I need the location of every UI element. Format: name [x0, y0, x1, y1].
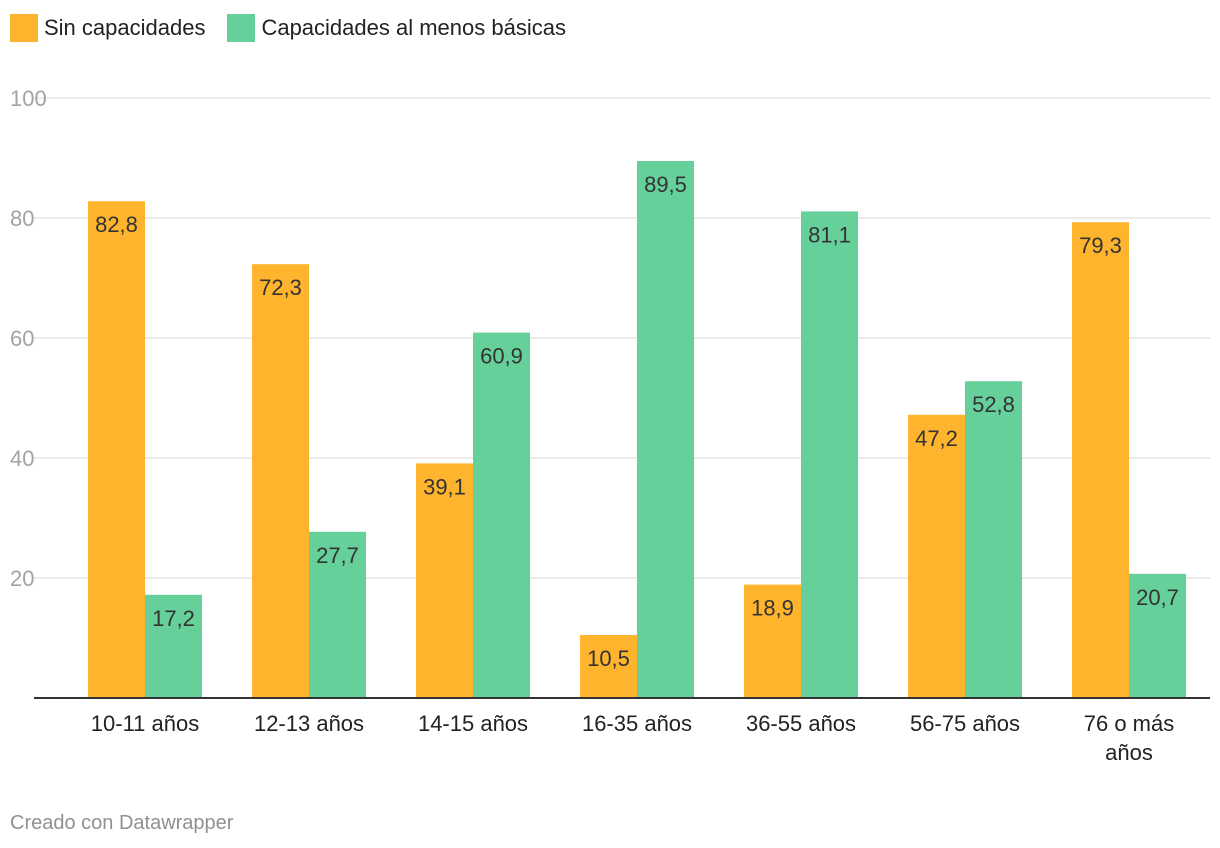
data-label-sin-capacidades-2: 72,3 [259, 275, 302, 300]
y-tick-label-20: 20 [10, 566, 34, 591]
legend-item-capacidades-basicas: Capacidades al menos básicas [227, 14, 566, 42]
bar-capacidades-basicas-4 [637, 161, 694, 698]
data-label-capacidades-basicas-2: 27,7 [316, 543, 359, 568]
data-label-capacidades-basicas-7: 20,7 [1136, 585, 1179, 610]
x-tick-label-1: 10-11 años [91, 711, 199, 736]
bar-sin-capacidades-3 [416, 463, 473, 698]
bar-sin-capacidades-2 [252, 264, 309, 698]
bar-sin-capacidades-1 [88, 201, 145, 698]
bar-capacidades-basicas-2 [309, 531, 366, 698]
bar-sin-capacidades-6 [908, 414, 965, 698]
legend-swatch-sin-capacidades [10, 14, 38, 42]
legend-label-sin-capacidades: Sin capacidades [44, 15, 206, 40]
data-label-sin-capacidades-7: 79,3 [1079, 233, 1122, 258]
bar-capacidades-basicas-5 [801, 211, 858, 698]
x-tick-label-3: 14-15 años [418, 711, 528, 736]
data-label-capacidades-basicas-5: 81,1 [808, 222, 851, 247]
bar-sin-capacidades-4 [580, 635, 637, 698]
data-label-capacidades-basicas-3: 60,9 [480, 344, 523, 369]
data-label-capacidades-basicas-6: 52,8 [972, 392, 1015, 417]
x-tick-label-5: 36-55 años [746, 711, 856, 736]
legend-label-capacidades-basicas: Capacidades al menos básicas [261, 15, 566, 40]
x-tick-label-7-line-1: 76 o más [1084, 711, 1175, 736]
data-label-capacidades-basicas-1: 17,2 [152, 606, 195, 631]
legend-item-sin-capacidades: Sin capacidades [10, 14, 205, 42]
footer-credit: Creado con Datawrapper [10, 812, 234, 834]
legend-swatch-capacidades-basicas [227, 14, 256, 42]
data-label-sin-capacidades-6: 47,2 [915, 426, 958, 451]
data-label-capacidades-basicas-4: 89,5 [644, 172, 687, 197]
x-tick-label-7-line-2: años [1105, 740, 1153, 765]
bar-capacidades-basicas-6 [965, 381, 1022, 698]
x-tick-label-6: 56-75 años [910, 711, 1020, 736]
y-tick-label-60: 60 [10, 326, 34, 351]
y-tick-label-80: 80 [10, 206, 34, 231]
bar-capacidades-basicas-7 [1129, 573, 1186, 698]
data-label-sin-capacidades-5: 18,9 [751, 596, 794, 621]
y-tick-label-40: 40 [10, 446, 34, 471]
x-tick-label-2: 12-13 años [254, 711, 364, 736]
data-label-sin-capacidades-3: 39,1 [423, 474, 466, 499]
data-label-sin-capacidades-4: 10,5 [587, 646, 630, 671]
chart-legend: Sin capacidades Capacidades al menos bás… [10, 14, 566, 42]
bar-sin-capacidades-7 [1072, 222, 1129, 698]
bar-capacidades-basicas-1 [145, 594, 202, 698]
y-tick-label-100: 100 [10, 86, 47, 111]
bar-sin-capacidades-5 [744, 584, 801, 698]
bar-capacidades-basicas-3 [473, 332, 530, 698]
x-tick-label-4: 16-35 años [582, 711, 692, 736]
data-label-sin-capacidades-1: 82,8 [95, 212, 138, 237]
